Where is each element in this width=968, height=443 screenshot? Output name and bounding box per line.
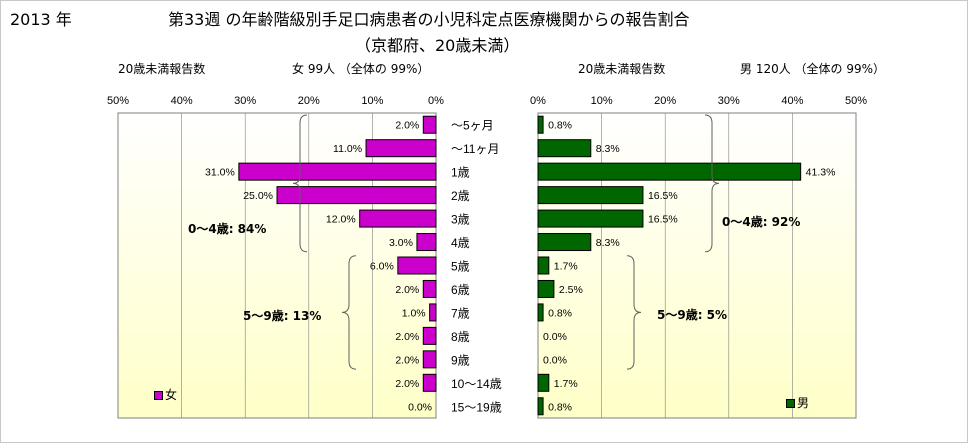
female-value-label: 2.0% (395, 120, 419, 132)
male-value-label: 2.5% (559, 284, 583, 296)
category-label: 10～14歳 (451, 377, 502, 391)
category-label: 15～19歳 (451, 400, 502, 414)
category-label: 7歳 (451, 306, 470, 320)
female-bar (276, 186, 437, 205)
female-bar (397, 256, 437, 275)
male-x-tick-label: 40% (781, 95, 803, 107)
male-value-label: 1.7% (554, 261, 578, 273)
male-bar (537, 139, 592, 158)
female-bar (429, 303, 437, 322)
female-value-label: 2.0% (395, 378, 419, 390)
female-bracket-5-9-label: 5～9歳: 13% (243, 309, 322, 323)
category-label: 6歳 (451, 283, 470, 297)
year-label: 2013 年 (10, 10, 72, 29)
male-value-label: 0.0% (543, 354, 567, 366)
male-value-label: 16.5% (648, 214, 678, 226)
female-bracket-5-9 (341, 255, 357, 370)
female-value-label: 25.0% (243, 190, 273, 202)
male-plot-area (537, 112, 857, 419)
male-x-tick-label: 10% (591, 95, 613, 107)
male-value-label: 16.5% (648, 190, 678, 202)
male-total-label: 男 120人 （全体の 99%） (740, 62, 886, 76)
female-x-tick-label: 0% (428, 95, 444, 107)
female-value-label: 6.0% (370, 261, 394, 273)
chart-title: 第33週 の年齢階級別手足口病患者の小児科定点医療機関からの報告割合 (168, 10, 690, 29)
chart-subtitle: （京都府、20歳未満） (355, 36, 520, 55)
male-bar (537, 397, 544, 416)
category-label: 3歳 (451, 213, 470, 227)
female-value-label: 2.0% (395, 284, 419, 296)
female-count-label: 20歳未満報告数 (118, 62, 206, 76)
male-bar (537, 209, 644, 228)
male-value-label: 0.8% (548, 307, 572, 319)
female-x-tick-label: 40% (171, 95, 193, 107)
male-value-label: 0.8% (548, 401, 572, 413)
male-bar (537, 256, 550, 275)
female-value-label: 31.0% (205, 167, 235, 179)
female-value-label: 2.0% (395, 331, 419, 343)
male-value-label: 1.7% (554, 378, 578, 390)
male-legend: 男 (786, 394, 809, 411)
category-label: 9歳 (451, 353, 470, 367)
male-value-label: 8.3% (596, 237, 620, 249)
male-value-label: 8.3% (596, 143, 620, 155)
category-label: 5歳 (451, 260, 470, 274)
female-bar (416, 233, 437, 252)
female-bar (359, 209, 437, 228)
male-legend-swatch (786, 399, 795, 408)
female-value-label: 3.0% (389, 237, 413, 249)
female-bar (422, 373, 437, 392)
male-x-tick-label: 0% (530, 95, 546, 107)
female-value-label: 11.0% (333, 143, 362, 155)
male-bracket-0-4 (704, 114, 720, 253)
female-x-tick-label: 10% (361, 95, 383, 107)
female-legend-swatch (154, 391, 163, 400)
male-value-label: 41.3% (806, 167, 836, 179)
female-x-tick-label: 50% (107, 95, 129, 107)
female-bracket-0-4-label: 0～4歳: 84% (188, 222, 267, 236)
category-label: 2歳 (451, 189, 470, 203)
male-x-tick-label: 50% (845, 95, 867, 107)
female-value-label: 2.0% (395, 354, 419, 366)
female-value-label: 12.0% (326, 214, 356, 226)
male-x-tick-label: 20% (654, 95, 676, 107)
male-value-label: 0.8% (548, 120, 572, 132)
male-bar (537, 373, 550, 392)
male-bar (537, 279, 555, 298)
female-bar (422, 326, 437, 345)
male-bar (537, 233, 592, 252)
female-x-tick-label: 20% (298, 95, 320, 107)
male-x-tick-label: 30% (718, 95, 740, 107)
male-bar (537, 303, 544, 322)
female-bar (422, 279, 437, 298)
female-legend: 女 (154, 386, 177, 403)
female-bracket-0-4 (292, 114, 308, 253)
male-count-label: 20歳未満報告数 (578, 62, 666, 76)
female-bar (422, 350, 437, 369)
male-bracket-0-4-label: 0～4歳: 92% (722, 215, 801, 229)
category-label: 8歳 (451, 330, 470, 344)
female-legend-label: 女 (165, 388, 178, 402)
category-label: ～11ヶ月 (451, 142, 499, 156)
male-value-label: 0.0% (543, 331, 567, 343)
male-bar (537, 162, 802, 181)
female-value-label: 1.0% (402, 307, 426, 319)
male-bar (537, 186, 644, 205)
category-label: 1歳 (451, 166, 470, 180)
category-label: 4歳 (451, 236, 470, 250)
female-value-label: 0.0% (408, 401, 432, 413)
female-x-tick-label: 30% (234, 95, 256, 107)
male-bar (537, 115, 544, 134)
female-bar (422, 115, 437, 134)
male-legend-label: 男 (797, 396, 810, 410)
male-bracket-5-9 (626, 255, 642, 370)
female-bar (238, 162, 437, 181)
category-label: ～5ヶ月 (451, 119, 494, 133)
female-total-label: 女 99人 （全体の 99%） (292, 62, 430, 76)
male-bracket-5-9-label: 5～9歳: 5% (657, 308, 728, 322)
female-bar (365, 139, 437, 158)
